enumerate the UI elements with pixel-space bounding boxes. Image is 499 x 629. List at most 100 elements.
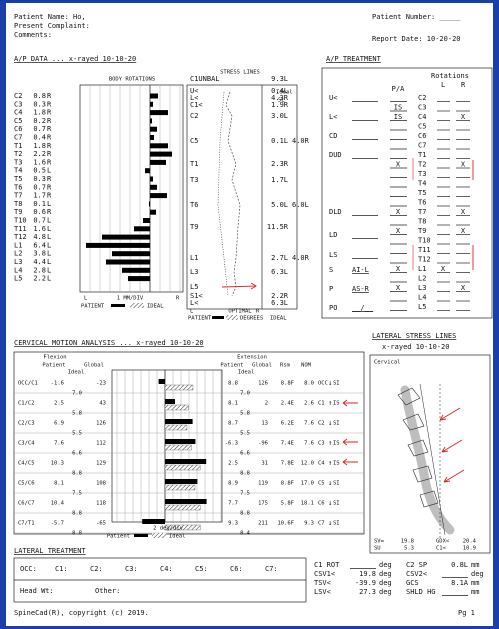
flexion-ideal: 5.8 — [72, 411, 82, 417]
level-label: T9 — [14, 208, 22, 216]
level-label: L5 — [418, 303, 426, 311]
xray-date: x-rayed 10-10-20 — [382, 343, 449, 351]
flexion-patient: 10.3 — [51, 461, 64, 467]
level-label: T8 — [14, 200, 22, 208]
rsm-value: 2.4E — [281, 401, 294, 407]
stress-value: 3.0L — [271, 112, 288, 120]
rotation-value: 1.8 — [33, 142, 46, 150]
segment-label: C3: — [125, 565, 138, 573]
level-label: T1 — [418, 151, 426, 159]
rotation-value: 1.6 — [33, 158, 46, 166]
rsm-value: 5.8F — [281, 501, 294, 507]
rotation-value: 1.8 — [33, 109, 46, 117]
segment-label: C1: — [55, 565, 68, 573]
extension-patient: 8.7 — [228, 421, 238, 427]
measure-value: 19.8 — [401, 539, 414, 545]
measure-label: C1< — [436, 546, 447, 552]
measure-unit: deg — [379, 570, 392, 578]
level-label: T3 — [14, 158, 22, 166]
rotation-value: 3.8 — [33, 250, 46, 258]
rotation-value: 2.8 — [33, 266, 46, 274]
legend-swatch — [152, 533, 166, 538]
ideal-bar — [165, 505, 200, 510]
flexion-ideal: 7.0 — [72, 391, 82, 397]
listing-code: IS — [333, 401, 340, 407]
rsm-value: 7.4E — [281, 441, 294, 447]
measure-label: CSV1< — [314, 570, 335, 578]
legend-swatch — [111, 304, 125, 307]
rotation-bar — [150, 152, 172, 157]
stress-label: L5 — [190, 283, 198, 291]
legend-swatch — [130, 303, 144, 308]
level-label: C5 — [418, 123, 426, 131]
level-label: L4 — [14, 266, 22, 274]
flexion-ideal: 8.8 — [72, 471, 82, 477]
rotation-value: 0.7 — [33, 217, 46, 225]
patient-number: Patient Number: _____ — [372, 13, 461, 21]
measure-unit: deg — [379, 579, 392, 587]
column-header: Rsm — [280, 363, 291, 369]
legend-swatch — [226, 315, 238, 320]
region-label: Cervical — [374, 360, 401, 366]
measure-value: 27.3 — [359, 588, 376, 596]
flexion-ideal: 8.8 — [72, 531, 82, 537]
flexion-ideal: 8.8 — [72, 511, 82, 517]
listing-level: C1 — [318, 401, 325, 407]
segment-label: C2: — [90, 565, 103, 573]
stress-label: C2 — [190, 112, 198, 120]
rotation-bar — [150, 160, 166, 165]
flexion-global: 126 — [96, 421, 106, 427]
nom-value: 17.0 — [301, 481, 314, 487]
extension-global: 13 — [261, 421, 268, 427]
listing-code: SI — [333, 421, 340, 427]
listing-arrow: ↓ — [328, 379, 332, 387]
rotation-side: L — [47, 200, 51, 208]
legend-label: IDEAL — [270, 316, 287, 322]
measure-label: SU — [374, 546, 381, 552]
rotation-bar — [112, 251, 150, 256]
rotation-bar — [122, 268, 150, 273]
level-label: C4 — [14, 109, 22, 117]
ideal-bar — [165, 405, 188, 410]
level-label: L1 — [14, 241, 22, 249]
measure-label: CSV2< — [406, 570, 427, 578]
level-label: C2 — [418, 94, 426, 102]
measure-label: GDX< — [436, 539, 450, 545]
adjustment-label: DLD — [329, 208, 342, 216]
extension-global: 175 — [258, 501, 268, 507]
extension-patient: 7.7 — [228, 501, 238, 507]
measure-label: TSV< — [314, 579, 331, 587]
adjustment-label: S — [329, 266, 333, 274]
level-label: T9 — [418, 227, 426, 235]
measure-value: 19.8 — [359, 570, 376, 578]
listing-arrow: ↓ — [328, 479, 332, 487]
stress-value: 2.3R — [271, 160, 289, 168]
nom-value: 8.0 — [304, 381, 314, 387]
measure-value: 10.9 — [463, 546, 476, 552]
rotation-side: L — [47, 266, 51, 274]
rotation-value: 0.6 — [33, 208, 46, 216]
patient-bar — [165, 419, 193, 424]
stress-value: 2.7L — [271, 254, 288, 262]
group-header: Flexion — [43, 355, 66, 361]
stress-value: 6.3L — [271, 268, 288, 276]
nom-value: 18.1 — [301, 501, 314, 507]
adjustment-label: P — [329, 285, 333, 293]
stress-label: T1 — [190, 160, 198, 168]
rsm-value: 8.8F — [281, 481, 294, 487]
patient-bar — [165, 439, 195, 444]
listing-level: C3 — [318, 441, 325, 447]
rotation-bar — [150, 102, 153, 107]
nom-value: 9.3 — [304, 521, 314, 527]
measure-label: C1 ROT — [314, 561, 340, 569]
level-label: T7 — [418, 208, 426, 216]
rotation-value: 2.2 — [33, 275, 46, 283]
adjustment-value: AS-R — [352, 285, 370, 293]
rotation-bar — [86, 243, 150, 248]
level-label: T6 — [14, 183, 22, 191]
extension-ideal: 7.5 — [240, 491, 250, 497]
rotation-side: L — [47, 250, 51, 258]
listing-level: C7 — [318, 521, 325, 527]
level-label: L4 — [418, 294, 426, 302]
section-title: LATERAL STRESS LINES — [372, 332, 456, 340]
